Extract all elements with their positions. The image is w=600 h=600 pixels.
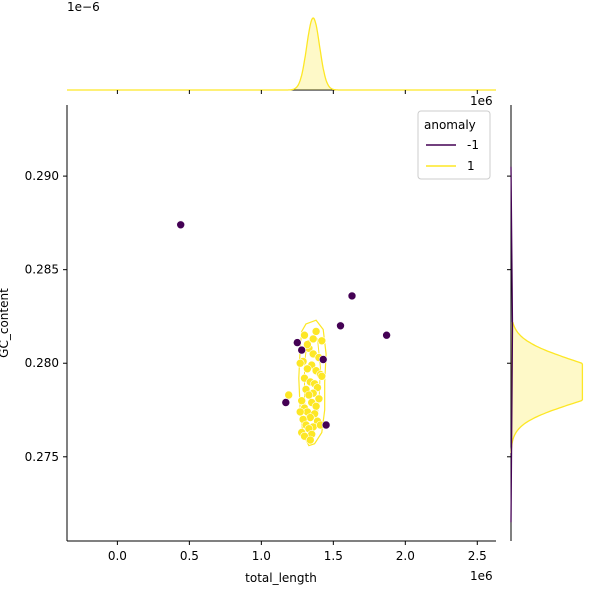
point-anomaly-pos xyxy=(317,371,327,381)
x-ticks: 0.0 0.5 1.0 1.5 2.0 2.5 xyxy=(108,90,487,563)
y-axis-label: GC_content xyxy=(0,288,11,358)
point-anomaly-pos xyxy=(314,394,324,404)
point-anomaly-pos xyxy=(295,407,305,417)
point-anomaly-neg xyxy=(176,220,185,230)
point-anomaly-pos xyxy=(317,336,327,346)
point-anomaly-neg xyxy=(297,345,307,355)
scatter-points xyxy=(176,220,391,445)
x-tick-label: 0.5 xyxy=(180,549,199,563)
legend-label-anomaly-pos: 1 xyxy=(467,159,475,173)
point-anomaly-neg xyxy=(318,355,328,364)
right-marginal-curve-pos xyxy=(510,321,584,454)
x-tick-label: 1.5 xyxy=(324,549,343,563)
point-anomaly-pos xyxy=(305,435,315,445)
top-marginal-curve xyxy=(67,17,496,91)
top-marginal-offset-label: 1e−6 xyxy=(67,0,100,14)
point-anomaly-pos xyxy=(300,330,309,340)
point-anomaly-pos xyxy=(304,390,314,400)
point-anomaly-pos xyxy=(303,364,312,374)
x-tick-label: 2.0 xyxy=(396,549,415,563)
legend-label-anomaly-neg: -1 xyxy=(467,138,479,152)
right-marginal-kde xyxy=(510,166,584,523)
x-tick-label: 0.0 xyxy=(108,549,127,563)
point-anomaly-neg xyxy=(281,398,291,407)
point-anomaly-pos xyxy=(284,390,294,400)
y-tick-label: 0.280 xyxy=(25,356,59,370)
x-tick-label: 1.0 xyxy=(252,549,271,563)
point-anomaly-neg xyxy=(336,321,345,331)
y-tick-label: 0.275 xyxy=(25,450,59,464)
y-ticks: 0.275 0.280 0.285 0.290 xyxy=(25,169,511,464)
x-offset-label: 1e6 xyxy=(470,569,493,583)
point-anomaly-pos xyxy=(297,396,307,406)
point-anomaly-neg xyxy=(347,291,357,301)
legend-title: anomaly xyxy=(424,118,476,132)
x-tick-label: 2.5 xyxy=(468,549,487,563)
y-tick-label: 0.290 xyxy=(25,169,59,183)
point-anomaly-neg xyxy=(382,330,391,340)
point-anomaly-pos xyxy=(311,327,321,336)
point-anomaly-pos xyxy=(303,340,312,349)
point-anomaly-pos xyxy=(305,413,315,422)
top-marginal-kde xyxy=(67,17,496,91)
point-anomaly-pos xyxy=(311,401,321,411)
x-axis-label: total_length xyxy=(245,571,317,585)
right-marginal-offset-label: 1e6 xyxy=(470,94,493,108)
right-marginal-curve-neg xyxy=(510,166,514,523)
point-anomaly-neg xyxy=(292,338,302,347)
point-anomaly-neg xyxy=(321,420,331,430)
right-marginal-fill xyxy=(511,322,583,454)
legend: anomaly -1 1 xyxy=(417,110,491,180)
point-anomaly-pos xyxy=(308,334,318,344)
top-marginal-fill xyxy=(67,18,496,90)
y-tick-label: 0.285 xyxy=(25,263,59,277)
point-anomaly-pos xyxy=(295,358,305,368)
